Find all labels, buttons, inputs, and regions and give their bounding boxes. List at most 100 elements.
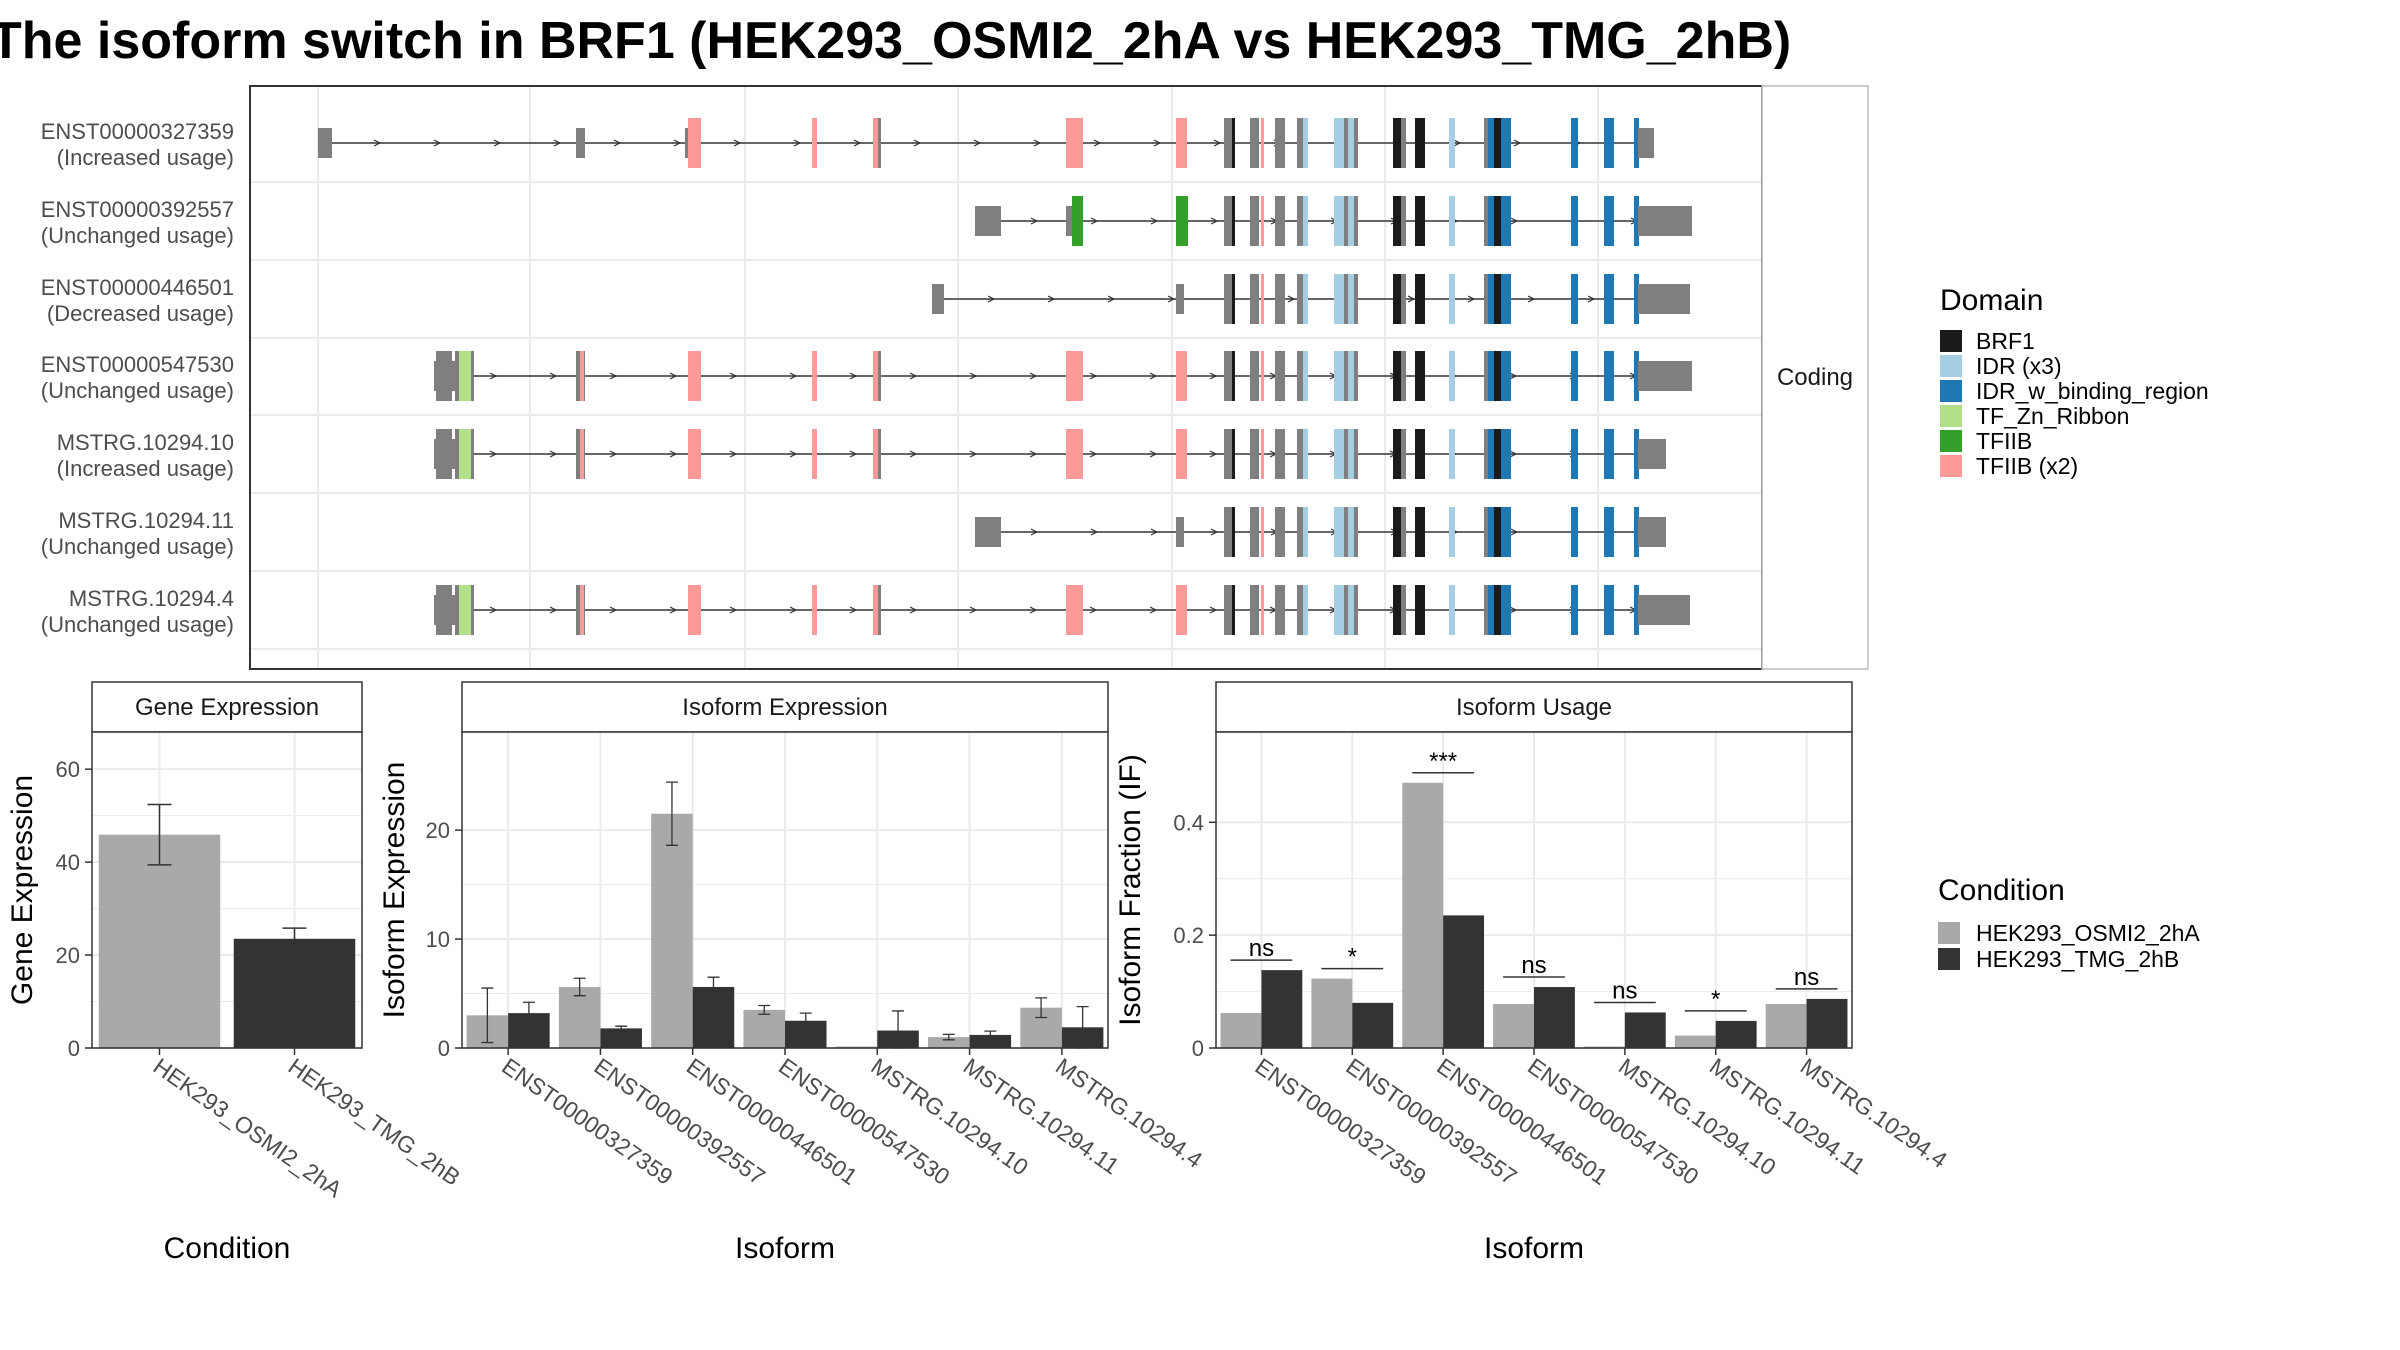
cds-exon [1501, 351, 1511, 401]
cds-exon [1232, 118, 1235, 168]
strand-arrow [1213, 139, 1222, 147]
cds-exon [1303, 196, 1308, 246]
cds-exon [1393, 351, 1401, 401]
isoform-structure-row [434, 585, 1690, 635]
cds-exon [1571, 351, 1578, 401]
bar [1806, 998, 1848, 1048]
strand-arrow [1587, 295, 1596, 303]
error-bar [1035, 997, 1048, 1019]
cds-exon [1604, 196, 1614, 246]
isoform-usage-label: (Increased usage) [57, 145, 234, 170]
cds-exon [873, 585, 879, 635]
bar [1220, 1013, 1262, 1048]
cds-exon [1449, 585, 1455, 635]
cds-exon [1604, 118, 1614, 168]
error-bar [758, 1004, 771, 1015]
bar [1534, 987, 1575, 1048]
cds-exon [1256, 274, 1259, 324]
cds-exon [812, 118, 817, 168]
cds-exon [1604, 507, 1614, 557]
x-tick-label: ENST00000446501 [682, 1053, 862, 1190]
y-tick-label: 0 [68, 1036, 80, 1061]
cds-exon [1066, 351, 1083, 401]
cds-exon [1634, 196, 1639, 246]
isoform-usage-label: (Unchanged usage) [41, 223, 234, 248]
cds-exon [1484, 196, 1489, 246]
cds-exon [1494, 351, 1502, 401]
cds-exon [1634, 351, 1639, 401]
strand-arrow [729, 606, 738, 614]
bar [1311, 978, 1353, 1048]
cds-exon [1232, 274, 1235, 324]
cds-exon [1604, 585, 1614, 635]
strand-arrow [789, 606, 798, 614]
isoform-structure-row [932, 274, 1690, 324]
cds-exon [1176, 196, 1188, 246]
chart-frame [1215, 731, 1853, 1049]
cds-exon [1303, 118, 1308, 168]
strand-arrow [1467, 295, 1476, 303]
strand-arrow [1209, 372, 1218, 380]
cds-exon [1494, 585, 1502, 635]
cds-exon [812, 429, 817, 479]
cds-exon [1354, 351, 1358, 401]
bar [233, 938, 356, 1048]
cds-exon [1250, 274, 1259, 324]
bar [969, 1034, 1012, 1048]
legend-label: IDR_w_binding_region [1976, 378, 2209, 404]
strand-arrow [489, 606, 498, 614]
utr-exon [1176, 284, 1184, 314]
significance-label: *** [1429, 748, 1457, 775]
cds-exon [1401, 118, 1406, 168]
cds-exon [1401, 585, 1406, 635]
y-tick-label: 0 [438, 1036, 450, 1061]
utr-exon [1066, 206, 1074, 236]
strand-arrow [1513, 139, 1522, 147]
cds-exon [1224, 351, 1233, 401]
cds-exon [1354, 274, 1358, 324]
isoform-structure-row [975, 507, 1666, 557]
cds-exon [580, 351, 584, 401]
cds-exon [1232, 351, 1235, 401]
cds-exon [1344, 274, 1348, 324]
chart-title: Isoform Expression [682, 694, 887, 721]
cds-exon [1401, 196, 1406, 246]
cds-exon [873, 429, 879, 479]
cds-exon [1261, 196, 1264, 246]
strand-arrow [1407, 295, 1416, 303]
strand-arrow [549, 606, 558, 614]
bar [651, 813, 693, 1048]
cds-exon [1275, 118, 1285, 168]
bar [928, 1037, 970, 1048]
cds-exon [1224, 118, 1233, 168]
cds-exon [1176, 118, 1187, 168]
cds-exon [812, 351, 817, 401]
legend-swatch [1940, 355, 1962, 377]
cds-exon [1250, 118, 1259, 168]
bar [1261, 970, 1303, 1048]
utr-exon [1638, 284, 1690, 314]
error-bar [942, 1033, 955, 1041]
cds-exon [1176, 429, 1187, 479]
y-tick-label: 60 [56, 757, 80, 782]
cds-exon [1275, 585, 1285, 635]
structure-plot-background [250, 86, 1762, 669]
cds-exon [1261, 507, 1264, 557]
strand-arrow [1149, 450, 1158, 458]
cds-exon [1250, 585, 1259, 635]
cds-exon [1401, 274, 1406, 324]
strand-arrow [489, 372, 498, 380]
cds-exon [1415, 274, 1425, 324]
strand-arrow [1030, 528, 1039, 536]
y-tick-label: 10 [426, 927, 450, 952]
cds-exon [1484, 118, 1489, 168]
cds-exon [1393, 507, 1401, 557]
cds-exon [1488, 507, 1494, 557]
cds-exon [1393, 118, 1401, 168]
strand-arrow [1209, 606, 1218, 614]
cds-exon [1348, 274, 1358, 324]
chart-title: Gene Expression [135, 694, 319, 721]
isoform-id-label: ENST00000446501 [41, 275, 234, 300]
legend-title: Domain [1940, 284, 2043, 317]
